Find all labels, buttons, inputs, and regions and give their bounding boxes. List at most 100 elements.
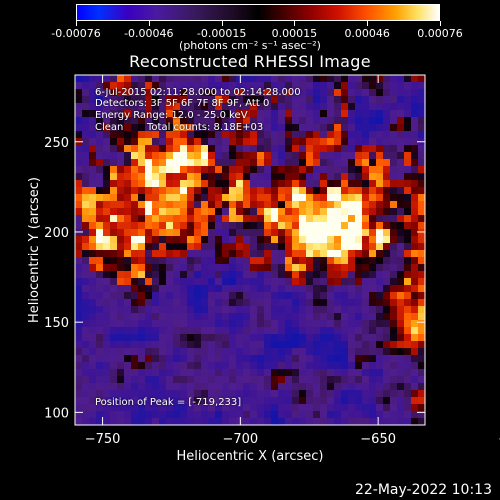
heatmap-cell: [152, 145, 160, 153]
heatmap-cell: [418, 96, 426, 104]
heatmap-cell: [264, 320, 272, 328]
heatmap-cell: [236, 327, 244, 335]
heatmap-cell: [131, 271, 139, 279]
heatmap-cell: [173, 348, 181, 356]
heatmap-cell: [264, 89, 272, 97]
heatmap-cell: [201, 348, 209, 356]
heatmap-cell: [117, 278, 125, 286]
heatmap-cell: [75, 257, 83, 265]
heatmap-cell: [75, 82, 83, 90]
heatmap-cell: [215, 201, 223, 209]
heatmap-cell: [285, 159, 293, 167]
heatmap-cell: [313, 187, 321, 195]
heatmap-cell: [411, 313, 419, 321]
heatmap-cell: [110, 299, 118, 307]
heatmap-cell: [285, 229, 293, 237]
heatmap-cell: [278, 110, 286, 118]
heatmap-cell: [173, 138, 181, 146]
heatmap-cell: [110, 369, 118, 377]
heatmap-cell: [152, 271, 160, 279]
heatmap-cell: [327, 215, 335, 223]
heatmap-cell: [229, 362, 237, 370]
heatmap-cell: [257, 306, 265, 314]
heatmap-cell: [383, 124, 391, 132]
heatmap-cell: [299, 117, 307, 125]
heatmap-cell: [236, 75, 244, 83]
heatmap-cell: [180, 187, 188, 195]
heatmap-cell: [110, 306, 118, 314]
heatmap-cell: [306, 222, 314, 230]
heatmap-cell: [131, 257, 139, 265]
heatmap-cell: [348, 103, 356, 111]
heatmap-cell: [383, 145, 391, 153]
heatmap-cell: [355, 376, 363, 384]
heatmap-cell: [383, 313, 391, 321]
heatmap-cell: [173, 411, 181, 419]
heatmap-cell: [306, 348, 314, 356]
heatmap-cell: [131, 348, 139, 356]
heatmap-cell: [187, 313, 195, 321]
heatmap-cell: [383, 292, 391, 300]
heatmap-cell: [320, 327, 328, 335]
heatmap-cell: [201, 264, 209, 272]
heatmap-cell: [257, 418, 265, 426]
heatmap-cell: [376, 418, 384, 426]
heatmap-cell: [397, 201, 405, 209]
heatmap-cell: [348, 278, 356, 286]
heatmap-cell: [341, 110, 349, 118]
heatmap-cell: [411, 110, 419, 118]
heatmap-cell: [278, 187, 286, 195]
heatmap-cell: [229, 180, 237, 188]
heatmap-cell: [292, 355, 300, 363]
heatmap-cell: [411, 292, 419, 300]
heatmap-cell: [117, 82, 125, 90]
heatmap-cell: [355, 180, 363, 188]
heatmap-cell: [236, 131, 244, 139]
heatmap-cell: [292, 250, 300, 258]
heatmap-cell: [362, 243, 370, 251]
heatmap-cell: [411, 89, 419, 97]
heatmap-cell: [376, 334, 384, 342]
heatmap-cell: [264, 194, 272, 202]
heatmap-cell: [264, 362, 272, 370]
heatmap-cell: [397, 341, 405, 349]
heatmap-cell: [194, 124, 202, 132]
heatmap-cell: [299, 236, 307, 244]
heatmap-cell: [271, 103, 279, 111]
heatmap-cell: [341, 187, 349, 195]
heatmap-cell: [320, 138, 328, 146]
heatmap-cell: [404, 96, 412, 104]
heatmap-cell: [341, 180, 349, 188]
heatmap-cell: [89, 327, 97, 335]
heatmap-cell: [166, 348, 174, 356]
heatmap-cell: [229, 75, 237, 83]
heatmap-cell: [103, 278, 111, 286]
heatmap-cell: [236, 292, 244, 300]
heatmap-cell: [89, 208, 97, 216]
heatmap-cell: [103, 103, 111, 111]
y-axis-label: Heliocentric Y (arcsec): [27, 177, 42, 323]
heatmap-cell: [397, 222, 405, 230]
heatmap-cell: [376, 82, 384, 90]
heatmap-cell: [187, 271, 195, 279]
heatmap-cell: [355, 89, 363, 97]
heatmap-cell: [341, 166, 349, 174]
heatmap-cell: [397, 152, 405, 160]
heatmap-cell: [341, 124, 349, 132]
heatmap-cell: [117, 271, 125, 279]
heatmap-cell: [215, 124, 223, 132]
heatmap-cell: [131, 362, 139, 370]
heatmap-cell: [271, 215, 279, 223]
heatmap-cell: [292, 306, 300, 314]
heatmap-cell: [376, 96, 384, 104]
heatmap-cell: [390, 131, 398, 139]
heatmap-cell: [257, 117, 265, 125]
heatmap-cell: [376, 299, 384, 307]
heatmap-cell: [138, 271, 146, 279]
heatmap-cell: [320, 285, 328, 293]
heatmap-cell: [75, 145, 83, 153]
heatmap-cell: [292, 117, 300, 125]
heatmap-cell: [131, 187, 139, 195]
heatmap-cell: [313, 89, 321, 97]
heatmap-cell: [222, 180, 230, 188]
